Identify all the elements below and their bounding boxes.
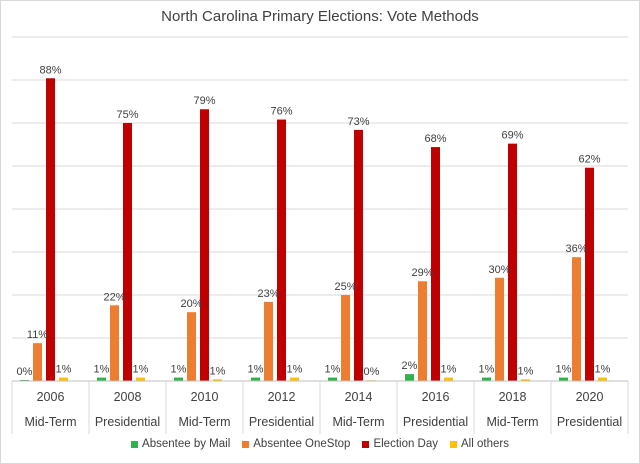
bar-absentee-by-mail-2010 [174, 377, 183, 381]
legend-swatch [131, 440, 139, 448]
bar-all-others-2018 [521, 379, 530, 381]
data-label: 1% [325, 364, 341, 376]
x-tick-label: 2014 [345, 390, 373, 404]
bar-absentee-onestop-2016 [418, 281, 427, 381]
x-tick-label: 2010 [191, 390, 219, 404]
bar-absentee-by-mail-2020 [559, 377, 568, 381]
data-label: 88% [39, 64, 61, 76]
bar-all-others-2006 [59, 377, 68, 381]
bar-all-others-2010 [213, 379, 222, 381]
legend-label: All others [461, 438, 509, 450]
x-tick-label: 2008 [114, 390, 142, 404]
bar-absentee-onestop-2008 [110, 305, 119, 381]
data-label: 36% [565, 243, 587, 255]
data-label: 68% [424, 133, 446, 145]
data-label: 22% [103, 291, 125, 303]
data-label: 1% [94, 364, 110, 376]
data-label: 1% [287, 364, 303, 376]
data-label: 20% [180, 298, 202, 310]
bar-election-day-2016 [431, 147, 440, 381]
data-label: 1% [56, 364, 72, 376]
data-label: 30% [488, 264, 510, 276]
data-label: 76% [270, 106, 292, 118]
x-group-label: Presidential [95, 415, 160, 429]
bar-absentee-onestop-2010 [187, 312, 196, 381]
data-label: 62% [578, 154, 600, 166]
legend-swatch [362, 440, 370, 448]
bar-absentee-by-mail-2006 [20, 379, 29, 381]
data-label: 1% [479, 364, 495, 376]
bar-absentee-by-mail-2014 [328, 377, 337, 381]
data-label: 1% [248, 364, 264, 376]
bar-all-others-2012 [290, 377, 299, 381]
x-group-label: Mid-Term [178, 415, 230, 429]
data-label: 0% [17, 366, 33, 378]
data-label: 23% [257, 288, 279, 300]
bar-all-others-2008 [136, 377, 145, 381]
x-tick-label: 2016 [422, 390, 450, 404]
bar-election-day-2006 [46, 78, 55, 381]
data-label: 1% [595, 364, 611, 376]
bar-absentee-by-mail-2018 [482, 377, 491, 381]
x-tick-label: 2006 [37, 390, 65, 404]
legend-label: Absentee OneStop [253, 438, 351, 450]
x-group-label: Presidential [249, 415, 314, 429]
data-label: 1% [210, 365, 226, 377]
data-label: 29% [411, 267, 433, 279]
legend-swatch [242, 440, 250, 448]
chart-title: North Carolina Primary Elections: Vote M… [161, 8, 479, 25]
x-group-label: Presidential [557, 415, 622, 429]
bar-absentee-by-mail-2008 [97, 377, 106, 381]
legend-label: Absentee by Mail [142, 438, 231, 450]
data-label: 2% [402, 360, 418, 372]
bar-election-day-2020 [585, 167, 594, 381]
bar-absentee-onestop-2020 [572, 257, 581, 381]
x-tick-label: 2012 [268, 390, 296, 404]
x-tick-label: 2018 [499, 390, 527, 404]
bar-absentee-onestop-2006 [33, 343, 42, 381]
data-label: 1% [133, 364, 149, 376]
legend-label: Election Day [373, 438, 439, 450]
bar-all-others-2016 [444, 377, 453, 381]
data-label: 69% [501, 130, 523, 142]
bar-election-day-2014 [354, 129, 363, 381]
bar-absentee-by-mail-2012 [251, 377, 260, 381]
bar-election-day-2012 [277, 119, 286, 381]
data-label: 79% [193, 95, 215, 107]
bar-all-others-2020 [598, 377, 607, 381]
data-label: 1% [441, 364, 457, 376]
data-label: 25% [334, 281, 356, 293]
legend-item: All others [450, 438, 509, 450]
data-label: 75% [116, 109, 138, 121]
data-label: 0% [364, 366, 380, 378]
legend: Absentee by Mail Absentee OneStop Election… [0, 438, 640, 450]
data-label: 1% [171, 364, 187, 376]
x-group-label: Mid-Term [332, 415, 384, 429]
data-label: 1% [556, 364, 572, 376]
x-group-label: Mid-Term [24, 415, 76, 429]
bar-absentee-onestop-2014 [341, 295, 350, 381]
legend-item: Election Day [362, 438, 438, 450]
bar-absentee-onestop-2018 [495, 277, 504, 381]
x-group-label: Mid-Term [486, 415, 538, 429]
bar-absentee-onestop-2012 [264, 301, 273, 381]
data-label: 1% [518, 365, 534, 377]
legend-item: Absentee OneStop [242, 438, 350, 450]
data-label: 73% [347, 116, 369, 128]
x-tick-label: 2020 [576, 390, 604, 404]
legend-item: Absentee by Mail [131, 438, 230, 450]
legend-swatch [450, 440, 458, 448]
bar-election-day-2018 [508, 143, 517, 381]
data-label: 11% [27, 329, 48, 341]
x-group-label: Presidential [403, 415, 468, 429]
bar-election-day-2010 [200, 109, 209, 382]
bar-election-day-2008 [123, 123, 132, 381]
bar-absentee-by-mail-2016 [405, 374, 414, 381]
